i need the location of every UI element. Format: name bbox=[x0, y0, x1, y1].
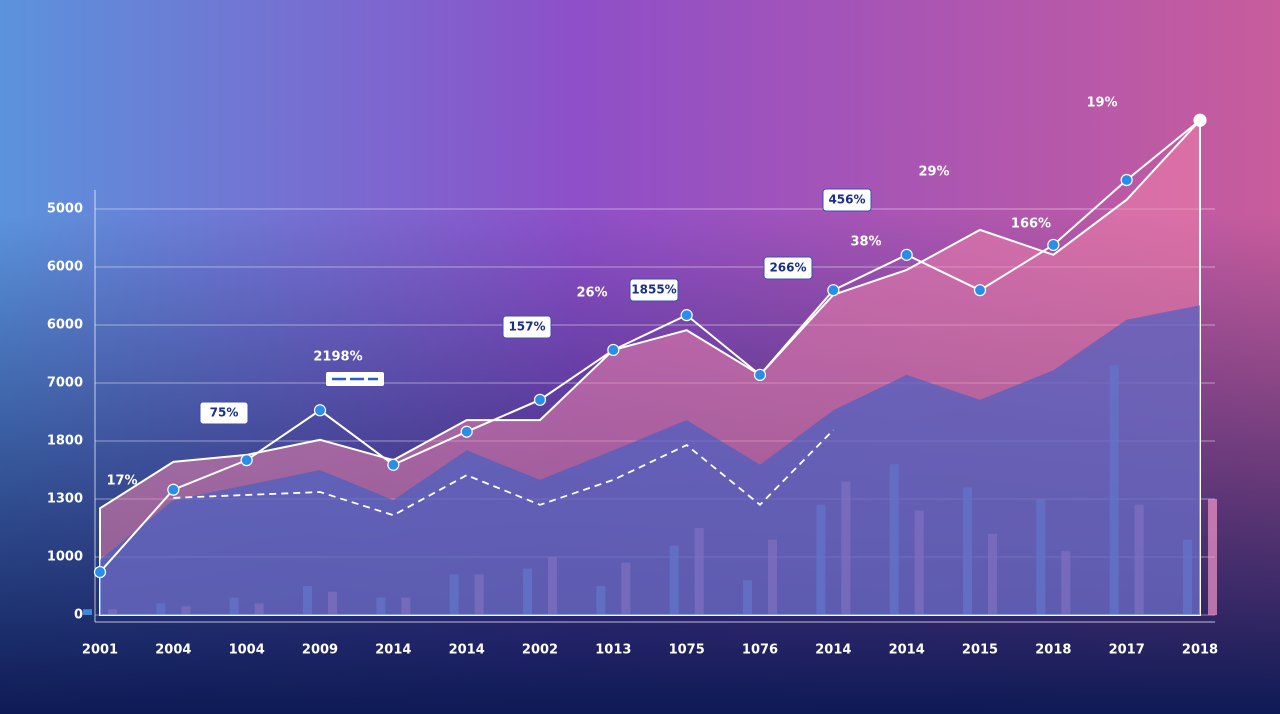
marker bbox=[607, 343, 620, 357]
annotation-box bbox=[199, 401, 249, 425]
marker bbox=[1120, 173, 1133, 187]
x-tick-label: 2018 bbox=[1182, 643, 1218, 658]
marker bbox=[973, 284, 987, 297]
annotation: 1855% bbox=[631, 283, 676, 297]
annotation: 166% bbox=[1011, 217, 1051, 232]
x-tick-label: 2014 bbox=[375, 643, 411, 658]
annotation-box bbox=[629, 278, 679, 302]
annotation: 19% bbox=[1086, 96, 1117, 111]
y-tick-label: 6000 bbox=[47, 260, 83, 275]
annotation: 29% bbox=[918, 165, 949, 180]
marker bbox=[460, 425, 473, 438]
marker bbox=[1047, 238, 1060, 252]
annotation: 157% bbox=[508, 320, 545, 334]
annotation: 38% bbox=[850, 235, 881, 250]
marker bbox=[313, 404, 327, 417]
marker bbox=[1193, 113, 1207, 127]
annotation: 456% bbox=[828, 193, 865, 207]
x-tick-label: 1075 bbox=[669, 643, 705, 658]
x-tick-label: 1013 bbox=[595, 643, 631, 658]
x-tick-label: 2001 bbox=[82, 643, 118, 658]
y-tick-label: 1300 bbox=[47, 492, 83, 507]
annotation-box bbox=[822, 188, 872, 212]
marker bbox=[240, 454, 253, 467]
marker bbox=[167, 483, 180, 496]
annotation: 75% bbox=[210, 406, 239, 420]
marker bbox=[900, 248, 913, 261]
y-tick-label: 0 bbox=[74, 608, 83, 623]
annotation-box bbox=[763, 256, 813, 280]
marker bbox=[533, 393, 547, 406]
y-tick-label: 6000 bbox=[47, 318, 83, 333]
y-tick-label: 1800 bbox=[47, 434, 83, 449]
x-tick-label: 2014 bbox=[815, 643, 851, 658]
marker bbox=[680, 309, 693, 322]
bar bbox=[1208, 499, 1217, 615]
area bbox=[100, 305, 1200, 615]
marker bbox=[827, 284, 840, 297]
y-tick-label: 1000 bbox=[47, 550, 83, 565]
line bbox=[99, 119, 1201, 573]
x-tick-label: 2018 bbox=[1035, 643, 1071, 658]
bar bbox=[83, 609, 92, 615]
x-tick-label: 1004 bbox=[229, 643, 265, 658]
annotation: 2198% bbox=[313, 350, 362, 365]
x-tick-label: 2002 bbox=[522, 643, 558, 658]
legend bbox=[326, 372, 384, 386]
line bbox=[173, 429, 834, 517]
annotation: 17% bbox=[106, 474, 137, 489]
x-tick-label: 2009 bbox=[302, 643, 338, 658]
marker bbox=[93, 565, 107, 579]
x-tick-label: 2014 bbox=[449, 643, 485, 658]
x-tick-label: 2015 bbox=[962, 643, 998, 658]
annotation: 266% bbox=[769, 261, 806, 275]
x-tick-label: 1076 bbox=[742, 643, 778, 658]
annotation: 26% bbox=[576, 286, 607, 301]
marker bbox=[387, 458, 400, 471]
x-tick-label: 2017 bbox=[1109, 643, 1145, 658]
marker bbox=[753, 368, 767, 381]
annotation-box bbox=[502, 315, 552, 339]
y-tick-label: 7000 bbox=[47, 376, 83, 391]
x-tick-label: 2014 bbox=[889, 643, 925, 658]
x-tick-label: 2004 bbox=[155, 643, 191, 658]
y-tick-label: 5000 bbox=[47, 202, 83, 217]
